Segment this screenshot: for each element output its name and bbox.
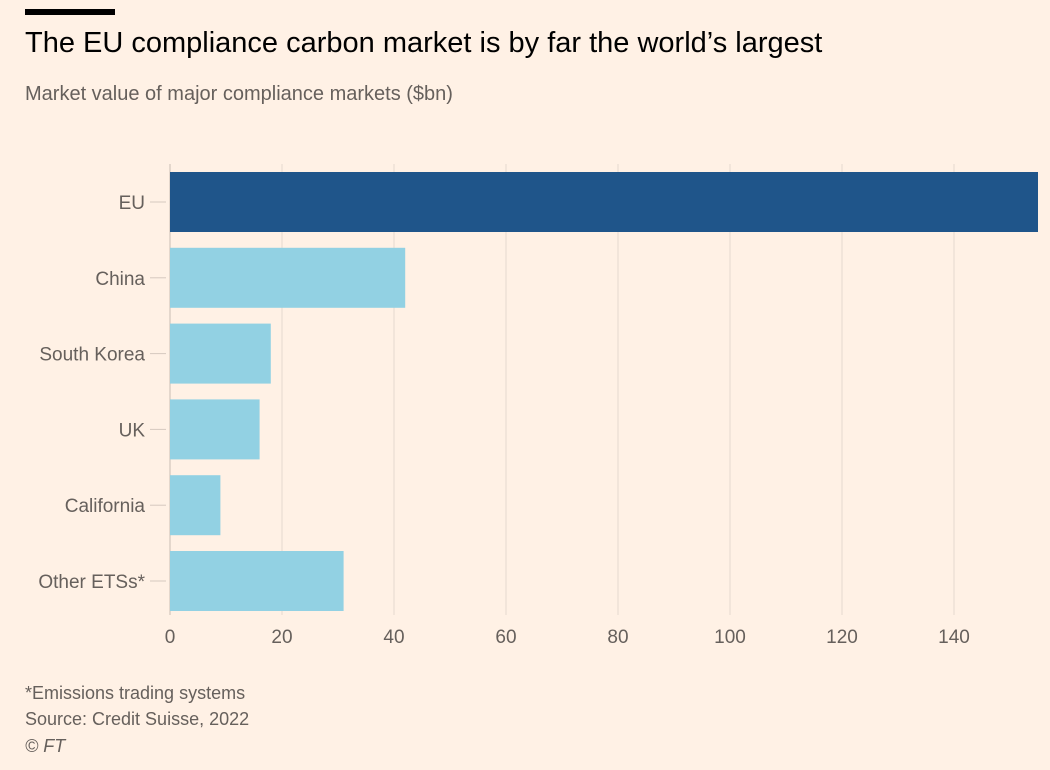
category-label: Other ETSs* [38, 572, 145, 593]
x-tick-label-120: 120 [826, 627, 858, 648]
category-label: China [95, 269, 145, 290]
chart-subtitle: Market value of major compliance markets… [25, 83, 453, 105]
bar-china [170, 247, 406, 308]
category-label: EU [119, 193, 145, 214]
ft-top-rule [25, 9, 115, 15]
x-tick-label-40: 40 [383, 627, 404, 648]
x-tick-label-80: 80 [607, 627, 628, 648]
bar-eu [170, 172, 1038, 232]
chart-title: The EU compliance carbon market is by fa… [25, 27, 823, 59]
x-tick-label-100: 100 [714, 627, 746, 648]
category-label: UK [119, 420, 146, 441]
x-tick-label-20: 20 [271, 627, 292, 648]
footnote: *Emissions trading systems [25, 683, 246, 703]
x-tick-label-140: 140 [938, 627, 970, 648]
bar-california [170, 475, 221, 536]
bar-south-korea [170, 323, 271, 384]
ft-credit: © FT [25, 736, 66, 756]
x-tick-label-0: 0 [165, 627, 176, 648]
source-note: Source: Credit Suisse, 2022 [25, 709, 250, 729]
x-tick-label-60: 60 [495, 627, 516, 648]
bar-uk [170, 399, 260, 460]
category-label: South Korea [39, 345, 145, 366]
category-label: California [65, 496, 146, 517]
bar-other-etss- [170, 551, 344, 611]
